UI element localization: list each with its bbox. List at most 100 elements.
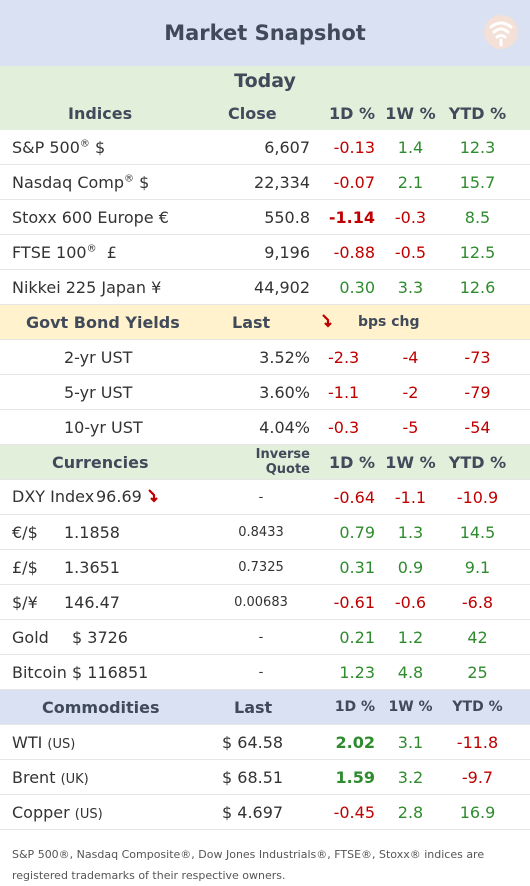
currencies-header-ytd: YTD % xyxy=(448,452,507,472)
currency-symbol: £ xyxy=(96,242,117,262)
bps-ytd: -73 xyxy=(464,347,491,367)
index-name: Stoxx 600 Europe € xyxy=(0,208,210,227)
registered-mark: ® xyxy=(124,173,135,185)
table-row: 5-yr UST 3.60% -1.1 -2 -79 xyxy=(0,375,530,410)
today-label-row: Today xyxy=(0,66,530,96)
commodities-header-last: Last xyxy=(234,697,273,717)
bonds-header: Govt Bond Yields Last bps chg xyxy=(0,305,530,340)
currency-value: 1.3651 xyxy=(64,557,120,577)
change-1d: 0.31 xyxy=(339,557,375,577)
change-1d: -0.45 xyxy=(333,802,375,822)
bonds-header-name: Govt Bond Yields xyxy=(26,312,180,332)
commodity-last: $ 68.51 xyxy=(222,767,284,787)
commodity-last: $ 4.697 xyxy=(222,802,284,822)
change-1w: 1.3 xyxy=(397,522,424,542)
commodities-header-name: Commodities xyxy=(42,697,160,717)
currency-name: Gold $ 3726 xyxy=(0,628,210,647)
index-name-text: S&P 500 xyxy=(12,137,80,157)
close-value: 22,334 xyxy=(254,172,310,192)
table-row: 10-yr UST 4.04% -0.3 -5 -54 xyxy=(0,410,530,445)
currencies-table: DXY Index 96.69 - -0.64 -1.1 -10.9 €/$ 1.1858 0.… xyxy=(0,480,530,690)
table-row: €/$ 1.1858 0.8433 0.79 1.3 14.5 xyxy=(0,515,530,550)
change-1d: -0.64 xyxy=(333,487,375,507)
bond-yield: 3.52% xyxy=(259,347,310,367)
change-ytd: -11.8 xyxy=(456,732,499,752)
indices-header: Indices Close 1D % 1W % YTD % xyxy=(0,96,530,130)
bps-1d: -1.1 xyxy=(328,382,360,402)
table-row: WTI (US) $ 64.58 2.02 3.1 -11.8 xyxy=(0,725,530,760)
commodity-name: WTI (US) xyxy=(0,733,210,752)
change-1w: 1.2 xyxy=(397,627,424,647)
commodity-last: $ 64.58 xyxy=(222,732,284,752)
currency-label: Bitcoin xyxy=(12,662,67,682)
commodity-name: Copper (US) xyxy=(0,803,210,822)
bps-ytd: -79 xyxy=(464,382,491,402)
indices-header-ytd: YTD % xyxy=(448,103,507,123)
table-row: £/$ 1.3651 0.7325 0.31 0.9 9.1 xyxy=(0,550,530,585)
change-1w: 3.3 xyxy=(397,277,424,297)
change-1w: 1.4 xyxy=(397,137,424,157)
index-name: Nasdaq Comp® $ xyxy=(0,173,210,192)
table-row: Gold $ 3726 - 0.21 1.2 42 xyxy=(0,620,530,655)
bond-name: 5-yr UST xyxy=(64,382,133,402)
table-row: Stoxx 600 Europe € 550.8 -1.14 -0.3 8.5 xyxy=(0,200,530,235)
currency-name: £/$ 1.3651 xyxy=(0,558,210,577)
trend-down-arrow-icon xyxy=(298,312,358,332)
close-value: 9,196 xyxy=(264,242,310,262)
inverse-quote: - xyxy=(258,629,264,645)
change-ytd: 12.3 xyxy=(459,137,496,157)
bonds-header-bps: bps chg xyxy=(358,314,420,330)
currency-name: €/$ 1.1858 xyxy=(0,523,210,542)
bps-1w: -5 xyxy=(402,417,419,437)
indices-header-name: Indices xyxy=(68,103,133,123)
change-ytd: 14.5 xyxy=(459,522,496,542)
change-ytd: -6.8 xyxy=(461,592,494,612)
change-ytd: 12.5 xyxy=(459,242,496,262)
change-ytd: 8.5 xyxy=(464,207,491,227)
currency-label: DXY Index xyxy=(12,486,95,506)
currency-value: $ 116851 xyxy=(72,662,149,682)
bond-name: 2-yr UST xyxy=(64,347,133,367)
table-row: S&P 500® $6,607 -0.13 1.4 12.3 xyxy=(0,130,530,165)
index-name-text: Stoxx 600 Europe € xyxy=(12,207,169,227)
indices-header-close: Close xyxy=(228,103,277,123)
change-ytd: -9.7 xyxy=(461,767,494,787)
change-ytd: 9.1 xyxy=(464,557,491,577)
change-1w: 0.9 xyxy=(397,557,424,577)
change-1d: 2.02 xyxy=(335,732,375,752)
close-value: 44,902 xyxy=(254,277,310,297)
change-1w: 2.1 xyxy=(397,172,424,192)
inverse-quote: 0.7325 xyxy=(238,559,284,575)
currency-value: $ 3726 xyxy=(72,627,128,647)
change-ytd: 16.9 xyxy=(459,802,496,822)
currency-name: Bitcoin $ 116851 xyxy=(0,663,210,682)
table-row: Brent (UK) $ 68.51 1.59 3.2 -9.7 xyxy=(0,760,530,795)
change-1d: 1.23 xyxy=(339,662,375,682)
change-1w: 4.8 xyxy=(397,662,424,682)
brand-logo-icon xyxy=(484,15,518,49)
currency-label: Gold xyxy=(12,627,49,647)
commodities-header-1w: 1W % xyxy=(388,699,433,715)
change-1w: 2.8 xyxy=(397,802,424,822)
currency-symbol: $ xyxy=(134,172,150,192)
bonds-header-last: Last xyxy=(232,312,271,332)
change-1d: -0.88 xyxy=(333,242,375,262)
currencies-header-name: Currencies xyxy=(52,452,149,472)
commodity-region: (US) xyxy=(47,736,76,752)
inverse-quote: 0.8433 xyxy=(238,524,284,540)
change-ytd: -10.9 xyxy=(456,487,499,507)
change-ytd: 15.7 xyxy=(459,172,496,192)
index-name-text: Nikkei 225 Japan ¥ xyxy=(12,277,162,297)
bond-yield: 4.04% xyxy=(259,417,310,437)
change-1w: -1.1 xyxy=(394,487,427,507)
change-1d: 0.79 xyxy=(339,522,375,542)
currencies-header-inverse: Inverse Quote xyxy=(255,447,310,477)
bonds-table: 2-yr UST 3.52% -2.3 -4 -73 5-yr UST 3.60% -1.1 -… xyxy=(0,340,530,445)
table-row: Nasdaq Comp® $22,334 -0.07 2.1 15.7 xyxy=(0,165,530,200)
commodities-table: WTI (US) $ 64.58 2.02 3.1 -11.8 Brent (UK) $ 6… xyxy=(0,725,530,830)
title-bar: Market Snapshot xyxy=(0,0,530,66)
today-label: Today xyxy=(234,70,296,92)
change-1d: 0.21 xyxy=(339,627,375,647)
change-ytd: 42 xyxy=(467,627,488,647)
trend-down-arrow-icon xyxy=(146,488,162,507)
